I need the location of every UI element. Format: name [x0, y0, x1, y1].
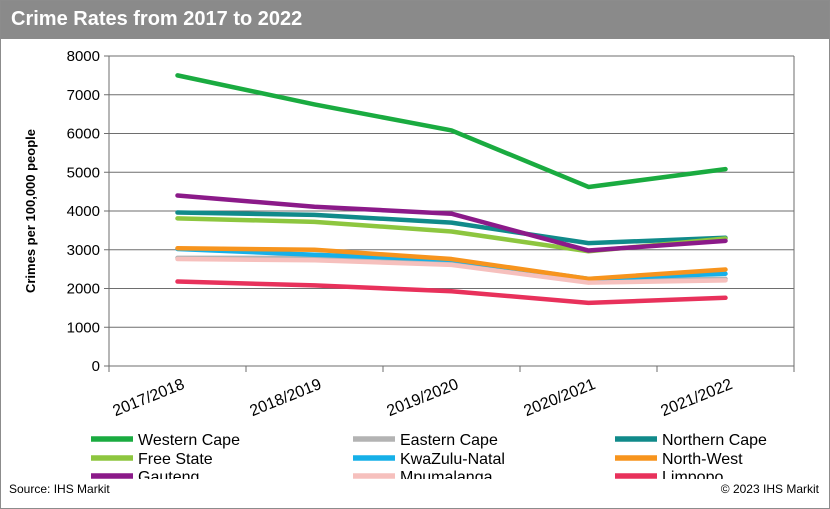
chart-title: Crime Rates from 2017 to 2022 — [11, 8, 303, 30]
y-tick-label: 0 — [92, 358, 100, 375]
y-axis-title: Crimes per 100,000 people — [23, 129, 38, 293]
legend-label: Eastern Cape — [400, 432, 498, 449]
copyright-note: © 2023 IHS Markit — [720, 482, 819, 496]
legend-label: Gauteng — [138, 469, 199, 479]
legend-label: Northern Cape — [662, 432, 767, 449]
y-tick-label: 2000 — [67, 281, 100, 298]
x-tick-label: 2018/2019 — [247, 376, 324, 420]
legend-label: Mpumalanga — [400, 469, 493, 479]
legend-label: Limpopo — [662, 469, 723, 479]
series-line-western-cape — [175, 73, 728, 190]
y-tick-label: 7000 — [67, 87, 100, 104]
y-tick-label: 3000 — [67, 242, 100, 259]
series-line-north-west — [175, 245, 728, 282]
x-tick-label: 2020/2021 — [521, 376, 598, 420]
x-tick-label: 2017/2018 — [110, 376, 187, 420]
series-line-mpumalanga — [175, 256, 728, 285]
source-note: Source: IHS Markit — [9, 482, 110, 496]
series-line-gauteng — [175, 193, 728, 253]
x-tick-label: 2021/2022 — [658, 376, 735, 420]
legend-label: KwaZulu-Natal — [400, 451, 505, 468]
line-chart: 0 1000 2000 3000 4000 5000 6000 7000 8000 2017/20… — [23, 48, 795, 479]
y-tick-label: 5000 — [67, 164, 100, 181]
series-line-limpopo — [175, 279, 728, 306]
x-tick-label: 2019/2020 — [384, 376, 461, 420]
legend-label: Western Cape — [138, 432, 240, 449]
y-tick-label: 8000 — [67, 48, 100, 65]
series-line-northern-cape — [175, 210, 728, 246]
y-tick-label: 6000 — [67, 126, 100, 143]
legend-label: Free State — [138, 451, 213, 468]
title-bar: Crime Rates from 2017 to 2022 — [1, 1, 829, 39]
y-tick-label: 1000 — [67, 319, 100, 336]
y-tick-label: 4000 — [67, 203, 100, 220]
legend-label: North-West — [662, 451, 743, 468]
